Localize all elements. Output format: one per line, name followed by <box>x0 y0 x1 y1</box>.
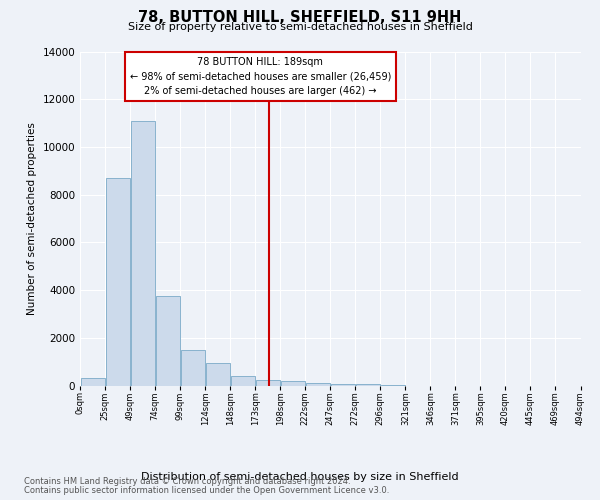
Bar <box>80 378 105 386</box>
Bar <box>206 363 230 386</box>
Text: 78, BUTTON HILL, SHEFFIELD, S11 9HH: 78, BUTTON HILL, SHEFFIELD, S11 9HH <box>139 10 461 25</box>
Bar <box>256 380 280 386</box>
Bar <box>356 384 380 386</box>
Text: 78 BUTTON HILL: 189sqm
← 98% of semi-detached houses are smaller (26,459)
2% of : 78 BUTTON HILL: 189sqm ← 98% of semi-det… <box>130 56 391 96</box>
Text: Contains public sector information licensed under the Open Government Licence v3: Contains public sector information licen… <box>24 486 389 495</box>
Text: Size of property relative to semi-detached houses in Sheffield: Size of property relative to semi-detach… <box>128 22 472 32</box>
Bar <box>306 383 330 386</box>
Bar <box>155 296 180 386</box>
Y-axis label: Number of semi-detached properties: Number of semi-detached properties <box>27 122 37 315</box>
Text: Contains HM Land Registry data © Crown copyright and database right 2024.: Contains HM Land Registry data © Crown c… <box>24 477 350 486</box>
Bar <box>281 381 305 386</box>
Bar <box>131 120 155 386</box>
Bar <box>230 376 255 386</box>
Bar <box>181 350 205 386</box>
Bar <box>106 178 130 386</box>
Bar <box>331 384 355 386</box>
Text: Distribution of semi-detached houses by size in Sheffield: Distribution of semi-detached houses by … <box>141 472 459 482</box>
